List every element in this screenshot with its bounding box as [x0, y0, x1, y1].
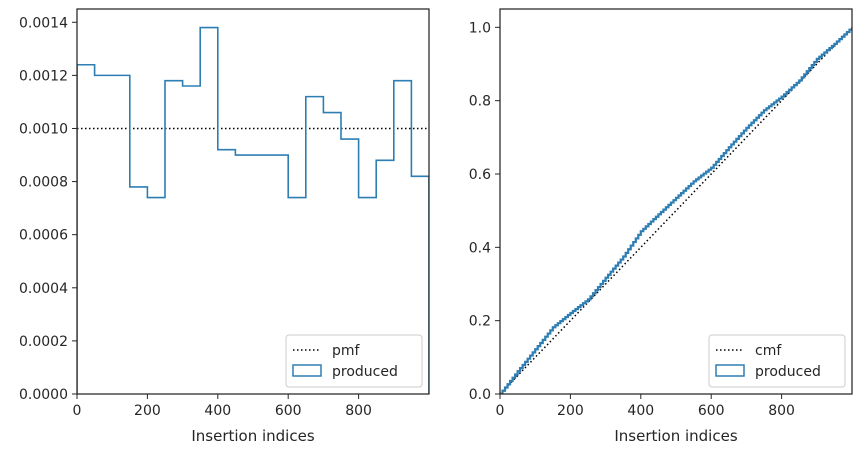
pmf-histogram-panel: 0 200 400 600 800 0.0000 0.0002 0.0004 0.0006 0.0… [19, 8, 430, 445]
y-tick-label: 0.0010 [19, 121, 68, 137]
cmf-reference-line [500, 26, 852, 394]
x-tick-label: 400 [627, 403, 654, 419]
y-tick-label: 0.2 [469, 314, 491, 330]
y-tick-label: 0.6 [469, 167, 491, 183]
x-tick-label: 0 [73, 403, 82, 419]
x-tick-label: 400 [204, 403, 231, 419]
axes-frame [499, 8, 853, 395]
produced-series-line [500, 27, 852, 394]
plot-area [77, 26, 429, 394]
legend: cmf produced [708, 334, 846, 388]
axes-frame [76, 8, 430, 395]
y-tick-label: 0.0004 [19, 281, 68, 297]
cmf-cumulative-panel: 0 200 400 600 800 0.0 0.2 0.4 0.6 0.8 1.0 Insertion… [469, 8, 853, 445]
y-tick-label: 0.0006 [19, 228, 68, 244]
y-tick-label: 0.0002 [19, 334, 68, 350]
legend-reference-label: pmf [332, 343, 361, 359]
legend-produced-label: produced [755, 364, 821, 380]
x-tick-label: 200 [557, 403, 584, 419]
legend-produced-marker [292, 364, 322, 377]
legend-box [708, 334, 846, 388]
y-tick-label: 0.0000 [19, 387, 68, 403]
x-axis-title: Insertion indices [191, 427, 314, 445]
legend-box [285, 334, 423, 388]
y-tick-label: 0.0008 [19, 175, 68, 191]
x-tick-label: 200 [134, 403, 161, 419]
y-tick-label: 0.0 [469, 387, 491, 403]
y-tick-label: 0.0012 [19, 68, 68, 84]
x-tick-label: 600 [275, 403, 302, 419]
x-tick-label: 800 [768, 403, 795, 419]
legend-produced-marker [715, 364, 745, 377]
x-tick-label: 800 [345, 403, 372, 419]
y-tick-label: 0.4 [469, 240, 491, 256]
legend-produced-label: produced [332, 364, 398, 380]
legend: pmf produced [285, 334, 423, 388]
y-tick-label: 0.0014 [19, 15, 68, 31]
x-axis-title: Insertion indices [614, 427, 737, 445]
legend-reference-label: cmf [755, 343, 782, 359]
x-tick-label: 0 [496, 403, 505, 419]
y-tick-label: 1.0 [469, 20, 491, 36]
x-tick-label: 600 [698, 403, 725, 419]
y-tick-label: 0.8 [469, 94, 491, 110]
produced-series-line [77, 26, 429, 394]
plot-area [500, 26, 852, 394]
